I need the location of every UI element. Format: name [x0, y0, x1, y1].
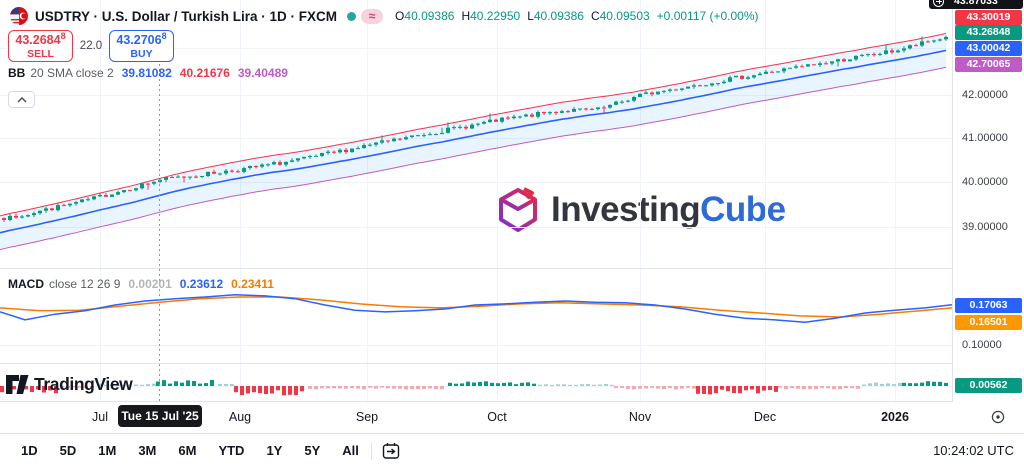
- time-axis-label: 2026: [881, 410, 909, 424]
- sell-button[interactable]: 43.26848 SELL: [8, 30, 73, 62]
- ohlc-values: O40.09386 H40.22950 L40.09386 C40.09503 …: [395, 9, 759, 23]
- investingcube-cube-icon: [499, 187, 537, 232]
- tradingview-logo[interactable]: TradingView: [6, 374, 133, 395]
- bb-basis-value: 39.81082: [121, 66, 172, 80]
- price-label-badge: 0.00562: [955, 377, 1022, 393]
- price-tick-label: 0.10000: [962, 339, 1002, 351]
- axis-hover-price-label[interactable]: 43.87033: [929, 0, 1023, 9]
- trade-panel: 43.26848 SELL 22.0 43.27068 BUY: [8, 30, 174, 62]
- range-button-5d[interactable]: 5D: [59, 443, 77, 458]
- macd-signal-value: 0.23411: [231, 277, 274, 291]
- spread-value: 22.0: [79, 40, 103, 52]
- candlestick-series: [2, 35, 948, 222]
- add-alert-plus-icon[interactable]: [933, 0, 944, 7]
- price-axis[interactable]: 43.87033 42.00000 41.00000 40.00000 39.0000…: [929, 0, 1024, 402]
- collapse-pane-button[interactable]: [8, 91, 35, 108]
- price-tick-label: 40.00000: [962, 176, 1008, 188]
- bb-lower-value: 39.40489: [237, 66, 288, 80]
- price-label-badge: 42.70065: [955, 56, 1022, 72]
- bb-indicator-legend[interactable]: BB 20 SMA close 2 39.81082 40.21676 39.4…: [8, 66, 288, 80]
- pane-divider[interactable]: [0, 268, 1024, 269]
- tradingview-mark-icon: [6, 374, 29, 394]
- range-button-ytd[interactable]: YTD: [218, 443, 245, 458]
- watermark-text: InvestingCube: [551, 190, 786, 229]
- crosshair-date-tooltip: Tue 15 Jul '25: [118, 405, 202, 427]
- time-axis-label: Jul: [92, 410, 108, 424]
- price-tick-label: 42.00000: [962, 89, 1008, 101]
- price-label-badge: 43.26848: [955, 24, 1022, 40]
- time-axis-label: Oct: [487, 410, 507, 424]
- price-label-badge: 0.17063: [955, 297, 1022, 313]
- range-button-3m[interactable]: 3M: [138, 443, 157, 458]
- price-tick-label: 41.00000: [962, 132, 1008, 144]
- chart-header: USDTRY · U.S. Dollar / Turkish Lira · 1D…: [10, 6, 759, 26]
- bb-band-fill: [0, 33, 946, 250]
- price-label-badge: 43.30019: [955, 9, 1022, 25]
- time-axis-label: Dec: [753, 410, 777, 424]
- time-axis-label: Sep: [355, 410, 379, 424]
- bb-lower-line: [0, 66, 947, 251]
- utc-clock: 10:24:02 UTC: [933, 443, 1014, 458]
- range-button-1d[interactable]: 1D: [21, 443, 38, 458]
- symbol-title[interactable]: USDTRY · U.S. Dollar / Turkish Lira · 1D…: [35, 8, 338, 24]
- time-axis-label: Nov: [628, 410, 652, 424]
- price-label-badge: 43.00042: [955, 40, 1022, 56]
- market-status-dot-icon: [347, 11, 357, 21]
- bb-upper-line: [0, 32, 947, 217]
- calendar-arrow-icon: [382, 442, 400, 459]
- range-button-all[interactable]: All: [342, 443, 359, 458]
- range-button-6m[interactable]: 6M: [178, 443, 197, 458]
- range-button-1m[interactable]: 1M: [98, 443, 117, 458]
- macd-line: [0, 294, 952, 323]
- range-button-5y[interactable]: 5Y: [304, 443, 321, 458]
- chevron-up-icon: [16, 96, 27, 103]
- range-button-1y[interactable]: 1Y: [266, 443, 283, 458]
- bb-upper-value: 40.21676: [179, 66, 230, 80]
- buy-button[interactable]: 43.27068 BUY: [109, 30, 174, 62]
- pane-divider[interactable]: [0, 363, 1024, 364]
- bb-basis-line: [0, 49, 947, 234]
- macd-hist-value: 0.00201: [128, 277, 172, 291]
- histogram-series: [0, 380, 948, 396]
- toolbar-divider: [370, 441, 372, 460]
- time-axis-label: Aug: [228, 410, 252, 424]
- price-tick-label: 39.00000: [962, 221, 1008, 233]
- usdtry-flag-icon: [10, 7, 28, 25]
- go-to-date-button[interactable]: [381, 441, 401, 461]
- macd-line-value: 0.23612: [179, 277, 224, 291]
- axis-settings-icon[interactable]: [990, 409, 1006, 425]
- pane-divider: [0, 401, 1024, 402]
- time-axis[interactable]: Tue 15 Jul '25 Jul Aug Sep Oct Nov Dec 2026: [0, 402, 1024, 433]
- price-label-badge: 0.16501: [955, 314, 1022, 330]
- chart-canvas[interactable]: [0, 0, 952, 402]
- bottom-toolbar: 1D 5D 1M 3M 6M YTD 1Y 5Y All 10:24:02 UTC: [0, 433, 1024, 467]
- macd-indicator-legend[interactable]: MACD close 12 26 9 0.00201 0.23612 0.234…: [8, 277, 274, 291]
- sync-pill-icon: ≈: [361, 8, 384, 24]
- macd-signal-line: [0, 296, 952, 318]
- change-value: +0.00117 (+0.00%): [656, 9, 759, 23]
- investingcube-watermark: InvestingCube: [494, 186, 786, 234]
